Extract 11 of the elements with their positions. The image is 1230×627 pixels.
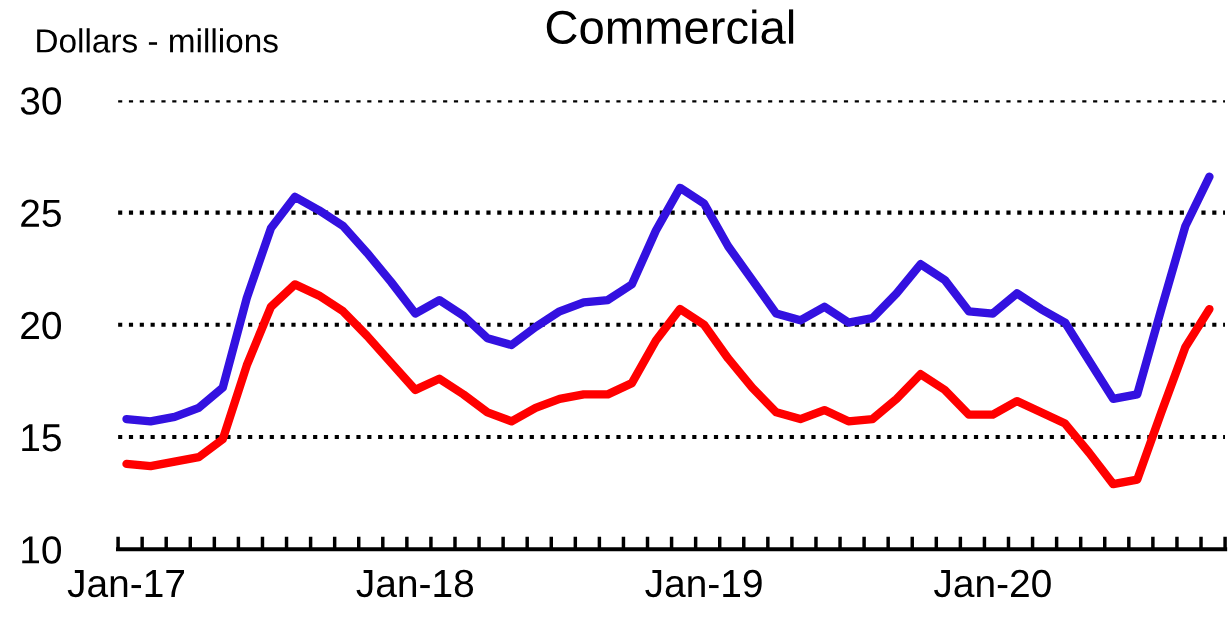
x-tick-label: Jan-18 <box>356 569 474 598</box>
x-tick-label: Jan-20 <box>934 569 1051 598</box>
y-tick-label: 25 <box>21 199 61 228</box>
x-tick-label: Jan-17 <box>67 570 185 598</box>
y-axis-title: Dollars - millions <box>37 28 278 53</box>
y-tick-label: 10 <box>22 536 62 564</box>
x-tick-label: Jan-19 <box>645 569 762 598</box>
chart-title: Commercial <box>546 9 794 45</box>
y-tick-label: 30 <box>20 87 62 115</box>
y-tick-label: 15 <box>22 424 61 452</box>
y-tick-label: 20 <box>21 311 62 340</box>
